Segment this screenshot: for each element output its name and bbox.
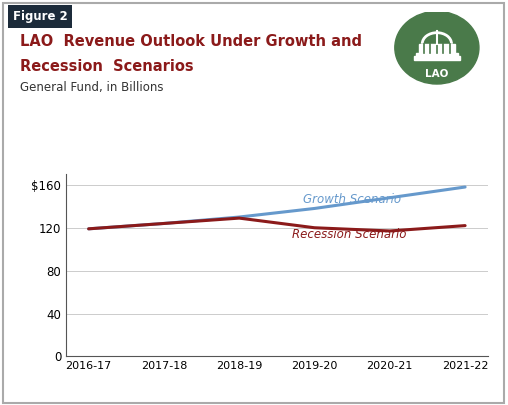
Text: Growth Scenario: Growth Scenario: [303, 193, 401, 206]
Text: Recession  Scenarios: Recession Scenarios: [20, 59, 194, 74]
Circle shape: [395, 11, 479, 84]
Text: Figure 2: Figure 2: [13, 10, 68, 23]
FancyBboxPatch shape: [416, 53, 458, 56]
Text: Recession Scenario: Recession Scenario: [292, 228, 406, 241]
Text: LAO  Revenue Outlook Under Growth and: LAO Revenue Outlook Under Growth and: [20, 34, 362, 49]
FancyBboxPatch shape: [419, 44, 455, 53]
Text: General Fund, in Billions: General Fund, in Billions: [20, 81, 164, 94]
FancyBboxPatch shape: [414, 56, 460, 60]
Text: LAO: LAO: [425, 69, 449, 79]
